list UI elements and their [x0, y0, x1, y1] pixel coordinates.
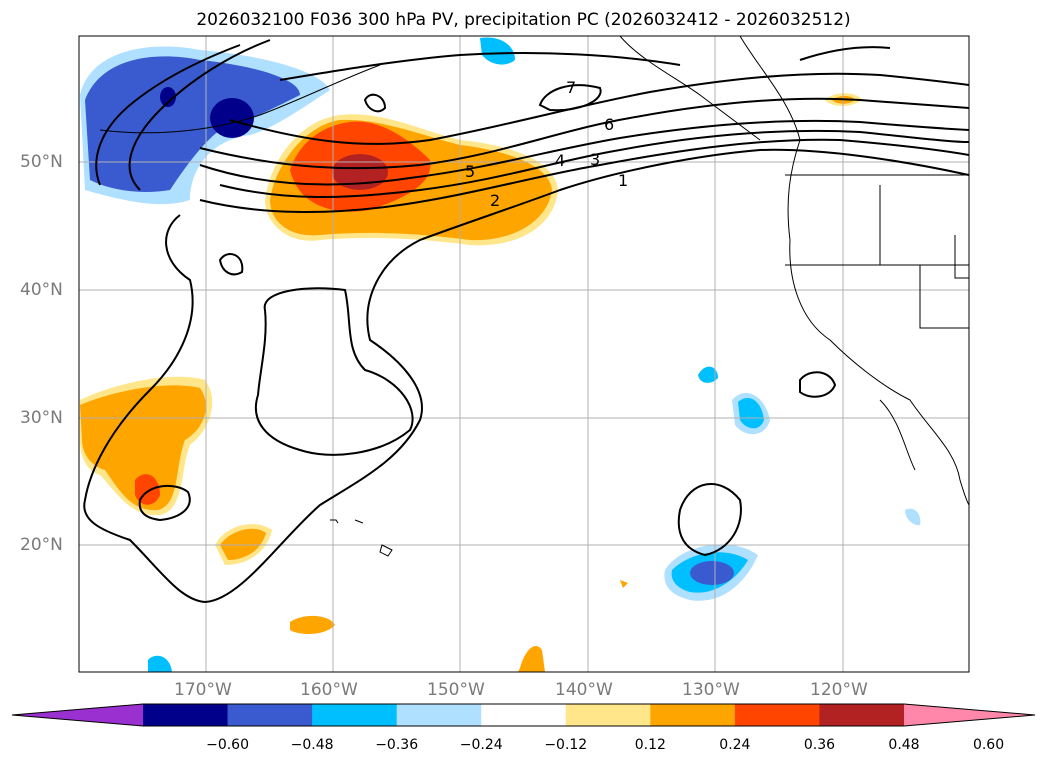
- colorbar-segment: [650, 704, 736, 726]
- colorbar-segment: [312, 704, 398, 726]
- colorbar-segment: [481, 704, 567, 726]
- contour-label: 6: [604, 115, 614, 134]
- colorbar-segment: [734, 704, 820, 726]
- coastline: [99, 36, 969, 557]
- lon-label: 120°W: [810, 680, 868, 700]
- colorbar-segment: [396, 704, 482, 726]
- colorbar-tick-label: −0.24: [459, 737, 503, 753]
- lon-label: 140°W: [555, 680, 613, 700]
- map-gridlines: [79, 36, 969, 672]
- lat-label: 40°N: [20, 280, 63, 300]
- colorbar-extend-low: [12, 704, 143, 726]
- colorbar-tick-label: 0.24: [719, 737, 751, 753]
- colorbar-tick-label: −0.48: [290, 737, 334, 753]
- lat-label: 50°N: [20, 152, 63, 172]
- colorbar-tick-label: −0.36: [375, 737, 419, 753]
- colorbar-segment: [227, 704, 313, 726]
- map-border: [78, 35, 970, 673]
- precip-small-cells: [148, 93, 921, 672]
- contour-label: 3: [590, 150, 600, 169]
- colorbar-segment: [565, 704, 651, 726]
- colorbar-tick-label: 0.36: [803, 737, 836, 753]
- contour-label: 4: [555, 151, 565, 170]
- map-title: 2026032100 F036 300 hPa PV, precipitatio…: [196, 10, 851, 30]
- contour-label: 1: [618, 171, 628, 190]
- precip-positive-west: [80, 376, 213, 516]
- colorbar-tick-label: 0.48: [888, 737, 920, 753]
- lon-label: 160°W: [300, 680, 358, 700]
- colorbar-tick-label: −0.12: [544, 737, 588, 753]
- colorbar-segment: [819, 704, 905, 726]
- colorbar-segment: [143, 704, 229, 726]
- colorbar: [11, 703, 1036, 727]
- colorbar-tick-label: −0.60: [206, 737, 249, 753]
- contour-label: 7: [566, 78, 576, 97]
- lat-label: 20°N: [20, 535, 63, 555]
- contour-label: 2: [490, 191, 500, 210]
- colorbar-outline: [11, 703, 1036, 727]
- pv-contours: [83, 39, 969, 604]
- colorbar-tick-label: 0.12: [634, 737, 666, 753]
- lon-label: 170°W: [174, 680, 232, 700]
- lon-label: 150°W: [427, 680, 485, 700]
- colorbar-extend-high: [904, 704, 1035, 726]
- colorbar-tick-label: 0.60: [972, 737, 1005, 753]
- lat-label: 30°N: [20, 408, 63, 428]
- lon-label: 130°W: [682, 680, 740, 700]
- contour-label: 5: [465, 162, 475, 181]
- precip-negative-north: [80, 37, 515, 205]
- contour-labels: 1 2 3 4 5 6 7: [465, 78, 628, 210]
